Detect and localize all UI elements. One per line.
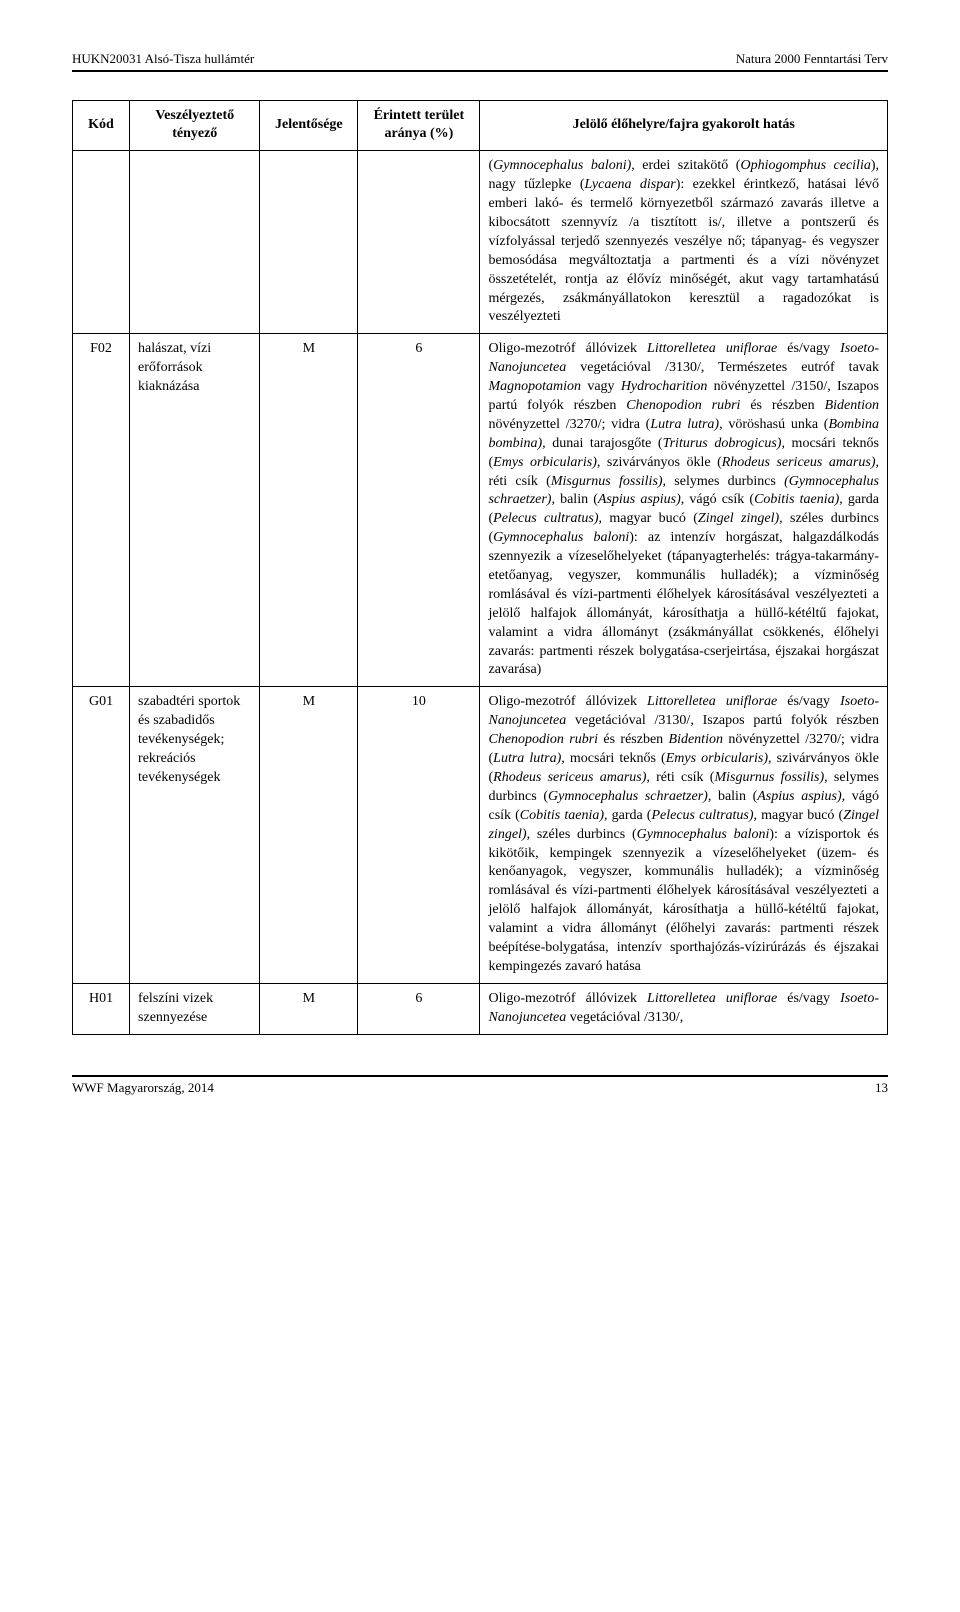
cell-kod: G01 xyxy=(73,687,130,983)
th-hatas: Jelölő élőhelyre/fajra gyakorolt hatás xyxy=(480,100,888,151)
th-tenyezo: Veszélyeztető tényező xyxy=(130,100,260,151)
cell-tenyezo: halászat, vízi erőforrások kiaknázása xyxy=(130,334,260,687)
table-row: G01 szabadtéri sportok és szabadidős tev… xyxy=(73,687,888,983)
cell-jelentoseg: M xyxy=(260,983,358,1034)
cell-kod xyxy=(73,151,130,334)
footer-page-number: 13 xyxy=(875,1079,888,1097)
cell-kod: H01 xyxy=(73,983,130,1034)
th-arany: Érintett terület aránya (%) xyxy=(358,100,480,151)
cell-arany xyxy=(358,151,480,334)
cell-tenyezo: szabadtéri sportok és szabadidős tevéken… xyxy=(130,687,260,983)
cell-hatas: Oligo-mezotróf állóvizek Littorelletea u… xyxy=(480,334,888,687)
main-table: Kód Veszélyeztető tényező Jelentősége Ér… xyxy=(72,100,888,1035)
cell-hatas: Oligo-mezotróf állóvizek Littorelletea u… xyxy=(480,983,888,1034)
table-row: H01 felszíni vizek szennyezése M 6 Oligo… xyxy=(73,983,888,1034)
cell-arany: 6 xyxy=(358,983,480,1034)
th-kod: Kód xyxy=(73,100,130,151)
header-left: HUKN20031 Alsó-Tisza hullámtér xyxy=(72,50,254,68)
cell-tenyezo xyxy=(130,151,260,334)
table-row: (Gymnocephalus baloni), erdei szitakötő … xyxy=(73,151,888,334)
cell-tenyezo: felszíni vizek szennyezése xyxy=(130,983,260,1034)
cell-hatas: Oligo-mezotróf állóvizek Littorelletea u… xyxy=(480,687,888,983)
page-header: HUKN20031 Alsó-Tisza hullámtér Natura 20… xyxy=(72,50,888,68)
cell-jelentoseg xyxy=(260,151,358,334)
cell-arany: 6 xyxy=(358,334,480,687)
cell-jelentoseg: M xyxy=(260,334,358,687)
header-right: Natura 2000 Fenntartási Terv xyxy=(736,50,888,68)
footer-left: WWF Magyarország, 2014 xyxy=(72,1079,214,1097)
header-rule xyxy=(72,70,888,72)
th-jelentoseg: Jelentősége xyxy=(260,100,358,151)
page-footer: WWF Magyarország, 2014 13 xyxy=(72,1075,888,1097)
table-row: F02 halászat, vízi erőforrások kiaknázás… xyxy=(73,334,888,687)
cell-arany: 10 xyxy=(358,687,480,983)
cell-hatas: (Gymnocephalus baloni), erdei szitakötő … xyxy=(480,151,888,334)
cell-jelentoseg: M xyxy=(260,687,358,983)
table-header-row: Kód Veszélyeztető tényező Jelentősége Ér… xyxy=(73,100,888,151)
cell-kod: F02 xyxy=(73,334,130,687)
